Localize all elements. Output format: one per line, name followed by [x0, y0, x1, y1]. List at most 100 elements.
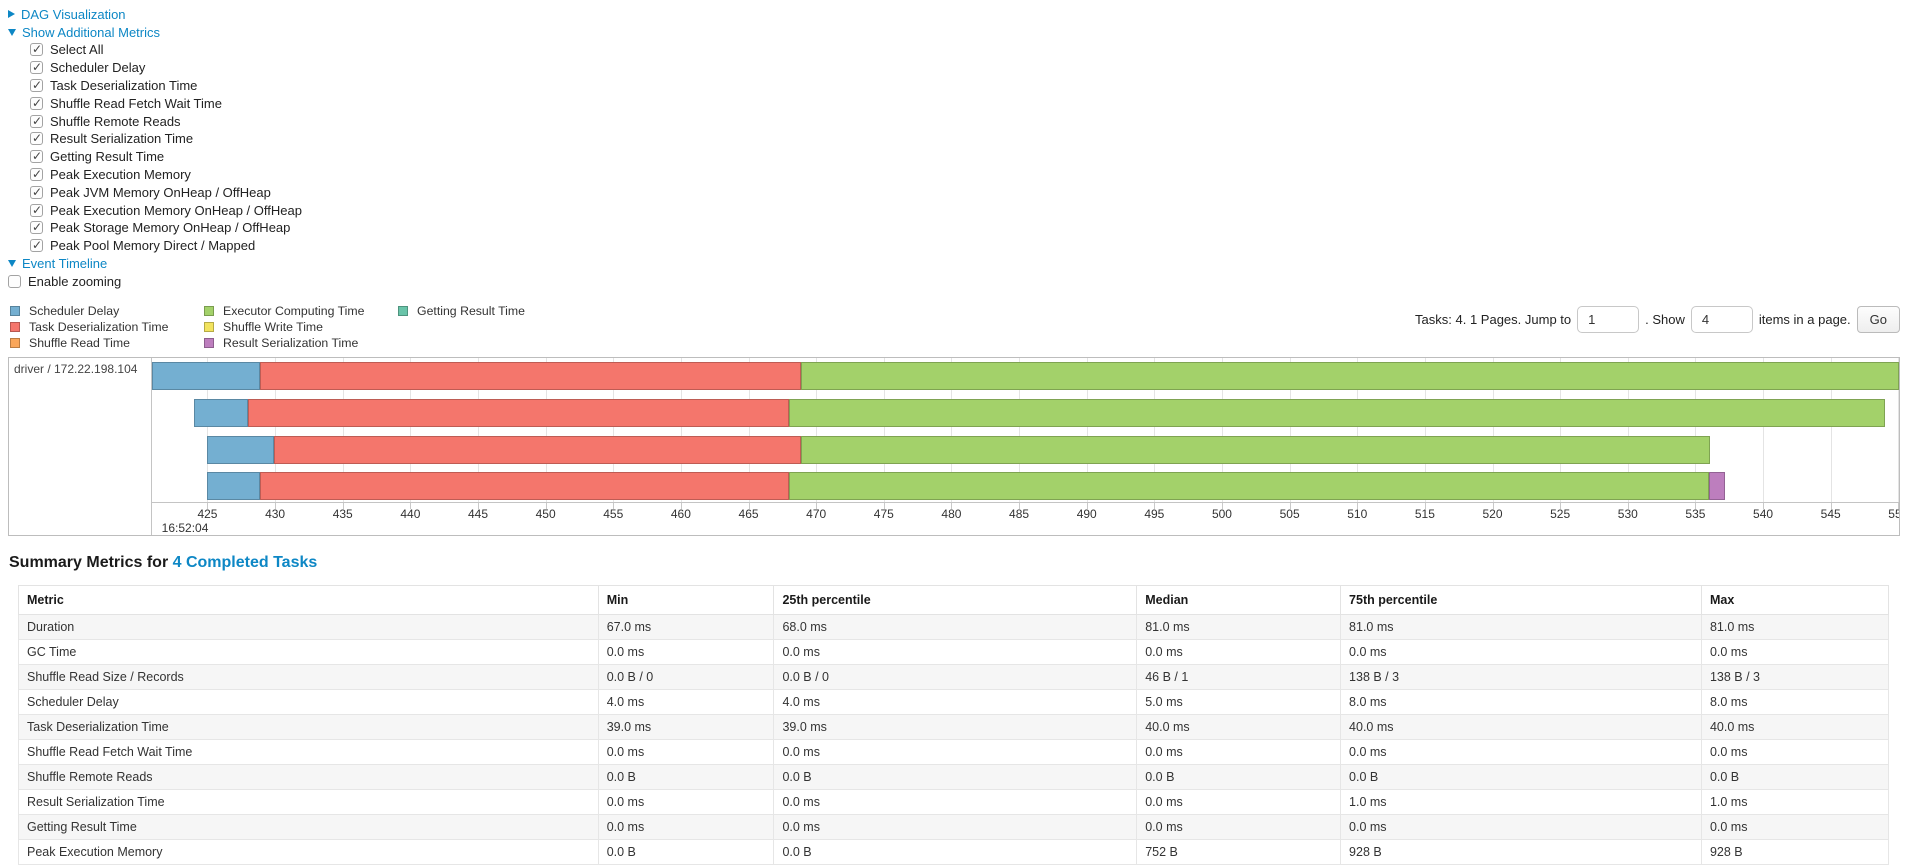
metric-checkbox[interactable] — [30, 96, 43, 110]
summary-cell: 0.0 ms — [1136, 639, 1342, 666]
summary-cell: 0.0 B — [1340, 764, 1702, 791]
metric-checkbox[interactable] — [30, 78, 43, 92]
summary-cell: 68.0 ms — [773, 614, 1138, 641]
tick-label: 525 — [1550, 507, 1571, 522]
summary-row: Scheduler Delay 4.0 ms 4.0 ms 5.0 ms 8.0 ms 8… — [18, 689, 1890, 716]
metric-checkbox[interactable] — [30, 185, 43, 199]
metric-checkbox[interactable] — [30, 149, 43, 164]
summary-cell: Task Deserialization Time — [18, 714, 599, 741]
summary-cell: Scheduler Delay — [18, 689, 599, 716]
metric-checkbox-label: Shuffle Remote Reads — [50, 113, 181, 129]
task-segment-executor-computing[interactable] — [789, 398, 1885, 427]
metric-checkbox[interactable] — [30, 238, 43, 253]
timeline-x-axis: 425 430 435 440 445 450 455 460 465 470 475 480 485 4… — [152, 502, 1899, 535]
legend-label: Task Deserialization Time — [29, 319, 169, 334]
summary-cell: 40.0 ms — [1340, 714, 1702, 741]
executor-group-label: driver / 172.22.198.104 — [14, 362, 138, 377]
metric-checkbox-label: Scheduler Delay — [50, 60, 146, 76]
gridline — [680, 358, 682, 503]
show-additional-metrics-toggle[interactable]: Show Additional Metrics — [8, 23, 1900, 41]
tick-label: 505 — [1279, 507, 1300, 522]
summary-cell: 0.0 B — [773, 839, 1138, 865]
metric-checkbox-row: Peak Execution Memory OnHeap / OffHeap — [30, 201, 1900, 219]
summary-cell: 0.0 B — [597, 839, 775, 865]
summary-cell: 0.0 B / 0 — [773, 664, 1138, 691]
metric-checkbox-row: Shuffle Read Fetch Wait Time — [30, 94, 1900, 112]
metric-checkbox-label: Select All — [50, 42, 104, 58]
event-timeline-toggle[interactable]: Event Timeline — [8, 255, 1900, 273]
tick-label: 460 — [670, 507, 691, 522]
gridline — [1357, 358, 1359, 503]
tick-mark — [680, 503, 682, 510]
legend-swatch-icon — [10, 321, 20, 332]
metric-checkbox-label: Shuffle Read Fetch Wait Time — [50, 95, 222, 111]
tick-label: 510 — [1347, 507, 1368, 522]
tick-label: 465 — [738, 507, 759, 522]
enable-zooming-checkbox[interactable] — [8, 274, 21, 288]
gridline — [1695, 358, 1697, 503]
metric-checkbox[interactable] — [30, 114, 43, 128]
legend-column: Scheduler Delay Task Deserialization Time… — [10, 304, 180, 350]
metric-checkbox[interactable] — [30, 60, 43, 75]
metric-checkbox[interactable] — [30, 131, 43, 146]
dag-visualization-toggle[interactable]: DAG Visualization — [8, 5, 1900, 23]
task-segment-executor-computing[interactable] — [789, 472, 1709, 501]
tick-label: 495 — [1144, 507, 1165, 522]
gridline — [1830, 358, 1832, 503]
summary-column-header: Min — [597, 585, 775, 616]
tick-label: 500 — [1211, 507, 1232, 522]
summary-cell: 0.0 ms — [597, 814, 775, 841]
legend-swatch-icon — [398, 305, 408, 316]
tick-label: 480 — [941, 507, 962, 522]
task-segment-scheduler-delay[interactable] — [207, 435, 274, 464]
enable-zooming-row: Enable zooming — [8, 273, 1900, 291]
axis-time-label: 16:52:04 — [161, 521, 209, 536]
task-segment-result-serialization[interactable] — [1708, 472, 1726, 501]
task-segment-executor-computing[interactable] — [801, 435, 1711, 464]
tick-mark — [275, 503, 277, 510]
pagination-prefix: Tasks: 4. 1 Pages. Jump to — [1415, 312, 1572, 328]
task-segment-task-deserialization[interactable] — [273, 435, 802, 464]
tick-mark — [1289, 503, 1291, 510]
metric-checkbox[interactable] — [30, 167, 43, 181]
summary-cell: 1.0 ms — [1700, 789, 1890, 816]
task-segment-task-deserialization[interactable] — [248, 398, 790, 427]
summary-row: Peak Execution Memory 0.0 B 0.0 B 752 B 928 … — [18, 839, 1890, 865]
summary-row: Result Serialization Time 0.0 ms 0.0 ms 0.0… — [18, 789, 1890, 816]
completed-tasks-link[interactable]: 4 Completed Tasks — [172, 554, 318, 572]
tick-label: 470 — [806, 507, 827, 522]
task-segment-scheduler-delay[interactable] — [207, 472, 261, 501]
legend-label: Executor Computing Time — [223, 303, 365, 318]
metric-checkbox[interactable] — [30, 42, 43, 57]
tick-mark — [1560, 503, 1562, 510]
tick-label: 445 — [467, 507, 488, 522]
metric-checkbox[interactable] — [30, 220, 43, 235]
task-segment-scheduler-delay[interactable] — [152, 362, 261, 391]
legend-swatch-icon — [10, 305, 20, 316]
chevron-down-icon — [8, 28, 16, 36]
jump-to-page-input[interactable] — [1577, 306, 1640, 334]
tick-mark — [816, 503, 818, 510]
summary-row: Shuffle Read Fetch Wait Time 0.0 ms 0.0 ms… — [18, 739, 1890, 766]
summary-cell: Duration — [18, 614, 599, 641]
summary-cell: 39.0 ms — [597, 714, 775, 741]
summary-metrics-title: Summary Metrics for 4 Completed Tasks — [9, 554, 1900, 572]
task-segment-task-deserialization[interactable] — [260, 362, 802, 391]
metric-checkbox-row: Shuffle Remote Reads — [30, 112, 1900, 130]
gridline — [1560, 358, 1562, 503]
task-segment-task-deserialization[interactable] — [260, 472, 790, 501]
summary-cell: Peak Execution Memory — [18, 839, 599, 865]
tick-label: 490 — [1076, 507, 1097, 522]
legend-column: Getting Result Time — [398, 304, 568, 349]
timeline-plot-area: 425 430 435 440 445 450 455 460 465 470 475 480 485 4… — [152, 358, 1899, 535]
metric-checkbox[interactable] — [30, 203, 43, 217]
task-segment-executor-computing[interactable] — [801, 362, 1899, 391]
task-segment-scheduler-delay[interactable] — [193, 398, 249, 427]
go-button[interactable]: Go — [1856, 306, 1900, 334]
summary-cell: 4.0 ms — [597, 689, 775, 716]
tick-mark — [883, 503, 885, 510]
summary-row: Duration 67.0 ms 68.0 ms 81.0 ms 81.0 ms 81.0… — [18, 614, 1890, 641]
items-per-page-input[interactable] — [1690, 306, 1753, 334]
metric-checkbox-label: Peak JVM Memory OnHeap / OffHeap — [50, 184, 271, 200]
